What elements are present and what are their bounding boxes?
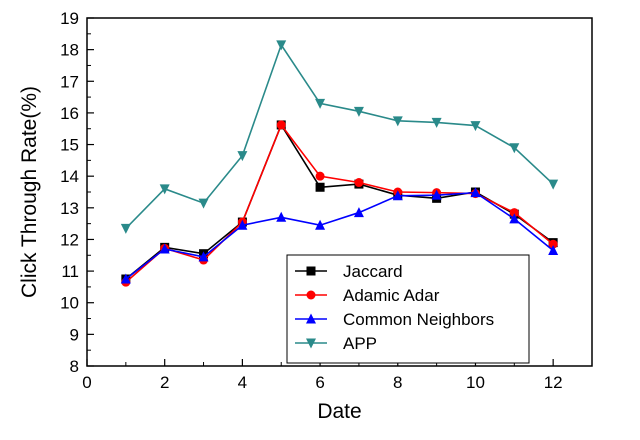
- app-point: [120, 223, 131, 234]
- legend-marker: [306, 290, 316, 300]
- x-tick-label: 0: [82, 373, 91, 392]
- common-neighbors-point: [431, 189, 442, 200]
- x-axis-title: Date: [317, 400, 361, 423]
- common-neighbors-point: [470, 187, 481, 198]
- app-line: [125, 43, 554, 229]
- legend-item-app: APP: [295, 334, 377, 353]
- common-neighbors-point: [159, 243, 170, 254]
- legend-marker: [306, 266, 316, 276]
- legend-label: Adamic Adar: [343, 286, 440, 305]
- y-tick-label: 17: [60, 72, 79, 91]
- common-neighbors-point: [237, 219, 248, 230]
- y-tick-label: 15: [60, 136, 79, 155]
- y-tick-label: 12: [60, 230, 79, 249]
- app-point: [431, 117, 442, 128]
- app-point: [237, 151, 248, 162]
- legend-marker: [306, 338, 316, 349]
- app-point: [159, 184, 170, 195]
- common-neighbors-point: [509, 213, 520, 224]
- app-point: [509, 143, 520, 154]
- app-point: [276, 40, 287, 51]
- common-neighbors-point: [315, 219, 326, 230]
- legend-item-common-neighbors: Common Neighbors: [295, 310, 494, 329]
- common-neighbors-point: [392, 190, 403, 201]
- legend-item-jaccard: Jaccard: [295, 262, 403, 281]
- y-tick-label: 9: [70, 325, 79, 344]
- adamic-adar-point: [354, 178, 364, 188]
- x-tick-label: 4: [238, 373, 247, 392]
- app-point: [392, 116, 403, 127]
- legend: Jaccard Adamic Adar Common Neighbors APP: [286, 254, 530, 364]
- x-tick-label: 10: [466, 373, 485, 392]
- app-point: [470, 121, 481, 132]
- common-neighbors-point: [548, 245, 559, 256]
- app-point: [315, 98, 326, 109]
- y-axis-title: Click Through Rate(%): [18, 86, 41, 298]
- x-tick-label: 12: [544, 373, 563, 392]
- common-neighbors-line: [125, 191, 554, 280]
- legend-item-adamic-adar: Adamic Adar: [295, 286, 440, 305]
- adamic-adar-point: [548, 239, 558, 249]
- jaccard-point: [315, 182, 325, 192]
- app-point: [548, 179, 559, 190]
- x-tick-label: 6: [315, 373, 324, 392]
- y-tick-label: 16: [60, 104, 79, 123]
- series-app: [120, 40, 559, 234]
- y-tick-label: 8: [70, 357, 79, 376]
- app-point: [198, 198, 209, 209]
- adamic-adar-point: [315, 171, 325, 181]
- common-neighbors-point: [198, 251, 209, 262]
- legend-marker: [306, 313, 316, 324]
- y-tick-label: 18: [60, 41, 79, 60]
- y-tick-label: 14: [60, 167, 79, 186]
- y-tick-label: 13: [60, 199, 79, 218]
- y-tick-label: 19: [60, 9, 79, 28]
- legend-label: Jaccard: [343, 262, 403, 281]
- adamic-adar-point: [509, 208, 519, 218]
- adamic-adar-point: [276, 120, 286, 130]
- x-tick-label: 2: [160, 373, 169, 392]
- series-common-neighbors: [120, 187, 559, 284]
- jaccard-line: [125, 123, 554, 280]
- common-neighbors-point: [120, 273, 131, 284]
- legend-label: Common Neighbors: [343, 310, 494, 329]
- plot-frame: [86, 17, 593, 367]
- app-point: [353, 106, 364, 117]
- common-neighbors-point: [276, 211, 287, 222]
- legend-label: APP: [343, 334, 377, 353]
- y-tick-label: 11: [61, 262, 79, 281]
- x-tick-label: 8: [393, 373, 402, 392]
- tick-labels: 0 2 4 6 8 10 12 8 9 10 11 12 13 14 15 16 17 18 19: [60, 9, 563, 392]
- y-tick-label: 10: [60, 294, 79, 313]
- series-layer: [120, 40, 559, 287]
- common-neighbors-point: [353, 207, 364, 218]
- legend-box: [286, 254, 530, 364]
